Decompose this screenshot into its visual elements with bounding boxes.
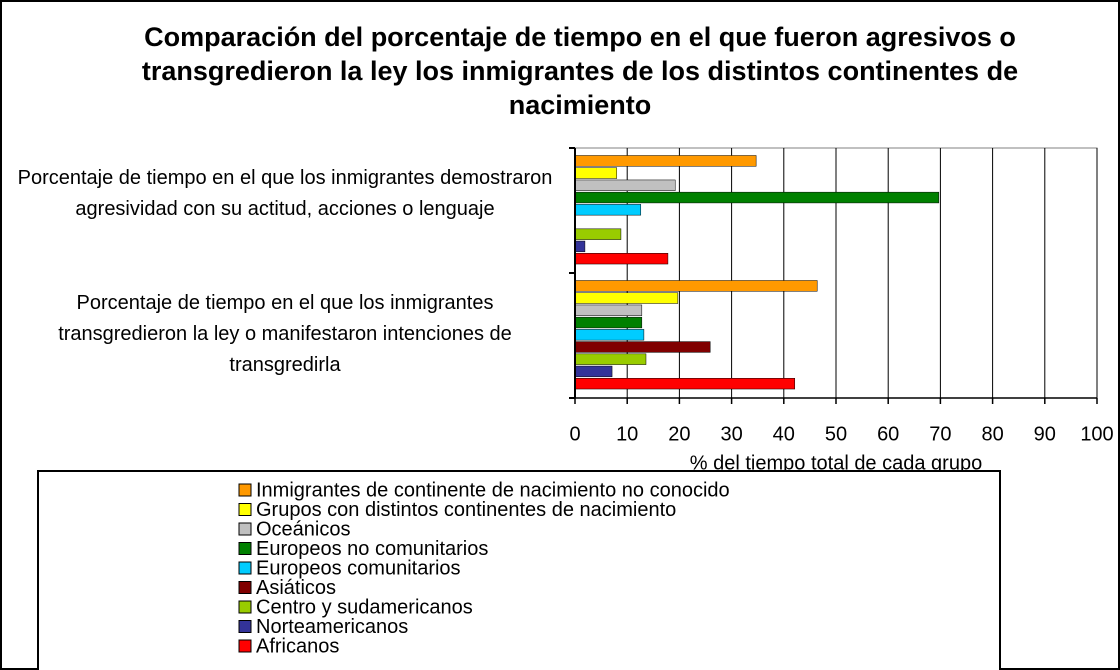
x-tick-label: 70 [929,423,951,445]
legend-label: Grupos con distintos continentes de naci… [256,499,676,521]
bar [574,167,618,179]
bar [574,155,757,167]
bar [574,365,613,378]
legend-label: Europeos no comunitarios [256,538,488,560]
x-tick-label: 50 [825,423,847,445]
legend-label: Europeos comunitarios [256,557,461,579]
legend-swatch [238,561,252,575]
legend-label: Inmigrantes de continente de nacimiento … [256,479,730,501]
legend-box [37,470,1001,670]
x-tick-label: 0 [569,423,580,445]
x-tick-label: 90 [1034,423,1056,445]
bar [574,304,643,316]
legend-swatch [238,639,252,653]
bar [574,280,818,292]
bar [574,353,647,365]
bar [574,378,796,390]
y-tick-label: Porcentaje de tiempo en el que los inmig… [58,291,512,376]
legend-label: Oceánicos [256,518,351,540]
x-tick-label: 100 [1080,423,1113,445]
x-tick-label: 20 [668,423,690,445]
legend-swatch [238,581,252,594]
x-tick-label: 10 [616,423,638,445]
legend-swatch [238,620,252,633]
x-axis-label: % del tiempo total de cada grupo [690,452,982,474]
bar [574,253,669,265]
bar [574,204,642,216]
bar [574,292,679,304]
x-tick-label: 40 [773,423,795,445]
x-tick-label: 30 [720,423,742,445]
legend-label: Centro y sudamericanos [256,596,473,618]
bar [574,329,645,341]
bar [574,316,643,329]
bar [574,341,711,353]
x-tick-label: 80 [981,423,1003,445]
bar [574,179,676,191]
y-tick-label: Porcentaje de tiempo en el que los inmig… [17,166,553,220]
legend-label: Africanos [256,635,339,657]
bar [574,228,622,240]
legend-swatch [238,503,252,516]
bar [574,191,940,204]
legend-swatch [238,542,252,555]
legend-swatch [238,483,252,497]
legend-label: Norteamericanos [256,616,408,638]
x-tick-label: 60 [877,423,899,445]
bar [574,240,586,253]
chart-title: Comparación del porcentaje de tiempo en … [141,22,1019,120]
legend-label: Asiáticos [256,577,336,599]
legend-swatch [238,600,252,614]
legend-swatch [238,522,252,536]
